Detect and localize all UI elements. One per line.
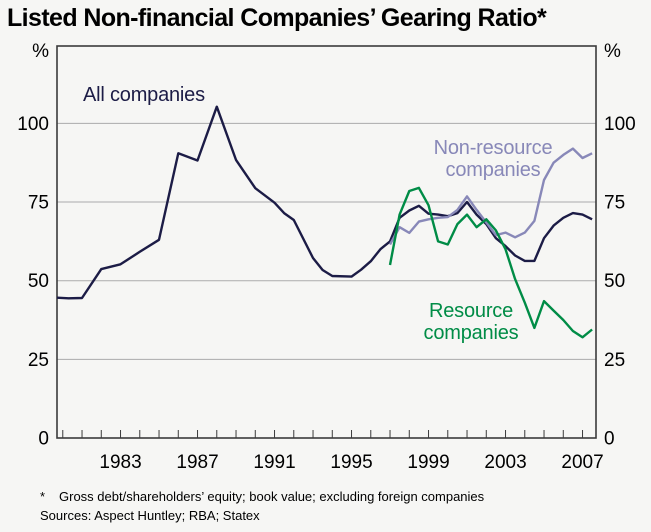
y-axis-label-right-50: 50 xyxy=(604,271,625,292)
x-axis-label-1991: 1991 xyxy=(253,452,295,473)
x-axis-label-1999: 1999 xyxy=(407,452,449,473)
footnote-asterisk: * xyxy=(40,489,46,504)
series-label-resource-companies: Resource companies xyxy=(423,300,519,344)
y-axis-label-right-25: 25 xyxy=(604,350,625,371)
x-axis-label-1995: 1995 xyxy=(330,452,372,473)
footnote-line-1: * Gross debt/shareholders’ equity; book v… xyxy=(40,487,640,506)
series-label-non-resource-companies: Non-resource companies xyxy=(433,137,553,181)
y-axis-label-left-100: 100 xyxy=(17,114,49,135)
series-line-1 xyxy=(388,147,593,246)
x-axis-label-2003: 2003 xyxy=(484,452,526,473)
x-axis-label-2007: 2007 xyxy=(561,452,603,473)
series-line-0 xyxy=(56,105,593,300)
series-label-all-companies: All companies xyxy=(83,84,205,106)
y-axis-label-left-25: 25 xyxy=(28,350,49,371)
footnote-text: Gross debt/shareholders’ equity; book va… xyxy=(59,489,485,504)
y-axis-label-left-75: 75 xyxy=(28,193,49,214)
plot-frame xyxy=(56,45,597,439)
series-line-2 xyxy=(388,186,593,339)
y-axis-unit-right: % xyxy=(604,41,621,62)
x-axis-label-1987: 1987 xyxy=(176,452,218,473)
footnote-sources: Sources: Aspect Huntley; RBA; Statex xyxy=(40,508,260,523)
footnote-block: * Gross debt/shareholders’ equity; book v… xyxy=(40,487,640,525)
y-axis-unit-left: % xyxy=(32,41,49,62)
y-axis-label-right-75: 75 xyxy=(604,193,625,214)
x-axis-label-1983: 1983 xyxy=(99,452,141,473)
y-axis-label-right-0: 0 xyxy=(604,429,615,450)
y-axis-label-left-50: 50 xyxy=(28,271,49,292)
chart-title: Listed Non-financial Companies’ Gearing … xyxy=(7,4,547,32)
y-axis-label-left-0: 0 xyxy=(38,429,49,450)
y-axis-label-right-100: 100 xyxy=(604,114,636,135)
